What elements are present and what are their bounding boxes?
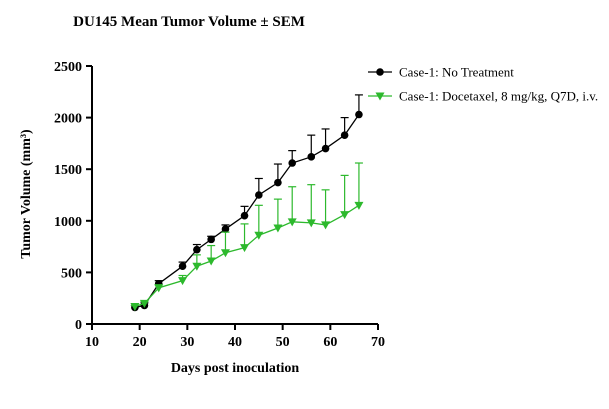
ticks: 10 20 30 40 50 60 70 0 500 1000 1500 2000 2500 — [54, 60, 385, 350]
data-point — [254, 231, 264, 240]
y-axis-title: Tumor Volume (mm³) — [19, 129, 34, 259]
data-point — [139, 299, 149, 308]
data-point — [240, 244, 250, 253]
legend-item: Case-1: Docetaxel, 8 mg/kg, Q7D, i.v. — [368, 89, 598, 104]
data-point — [178, 277, 188, 286]
data-point — [273, 224, 283, 233]
series-layer — [130, 94, 364, 312]
y-tick-label: 500 — [61, 266, 82, 281]
data-point — [340, 131, 349, 139]
data-point — [287, 218, 297, 227]
x-tick-label: 10 — [85, 335, 99, 350]
data-point — [307, 153, 316, 161]
series-2 — [130, 162, 364, 311]
data-point — [321, 144, 330, 153]
data-point — [306, 219, 316, 228]
data-point — [340, 211, 350, 220]
legend-label: Case-1: No Treatment — [399, 65, 514, 80]
data-point — [288, 159, 297, 167]
data-point — [255, 191, 263, 199]
x-tick-label: 20 — [133, 335, 147, 350]
data-point — [240, 211, 249, 220]
legend-item: Case-1: No Treatment — [368, 65, 514, 80]
data-point — [274, 178, 282, 187]
data-point — [207, 235, 215, 244]
x-tick-label: 30 — [180, 335, 194, 350]
legend: Case-1: No Treatment Case-1: Docetaxel, 8… — [368, 65, 598, 104]
data-point — [130, 302, 140, 311]
data-point — [178, 262, 187, 271]
chart-title: DU145 Mean Tumor Volume ± SEM — [73, 14, 305, 30]
y-tick-label: 1000 — [54, 215, 82, 230]
data-point — [193, 245, 201, 254]
data-point — [154, 284, 164, 293]
data-point — [221, 225, 230, 233]
y-tick-label: 0 — [75, 318, 82, 333]
x-axis-title: Days post inoculation — [171, 361, 300, 376]
x-tick-label: 50 — [276, 335, 290, 350]
x-tick-label: 70 — [371, 335, 385, 350]
legend-marker — [376, 68, 384, 76]
data-point — [354, 201, 364, 210]
legend-marker — [375, 92, 385, 101]
y-tick-label: 2500 — [54, 60, 82, 75]
x-tick-label: 40 — [228, 335, 242, 350]
data-point — [220, 249, 230, 258]
data-point — [321, 221, 331, 230]
data-point — [192, 262, 202, 271]
series-1 — [130, 94, 363, 312]
data-point — [206, 257, 216, 266]
x-tick-label: 60 — [323, 335, 337, 350]
y-tick-label: 2000 — [54, 112, 82, 127]
legend-label: Case-1: Docetaxel, 8 mg/kg, Q7D, i.v. — [399, 89, 598, 104]
data-point — [355, 110, 363, 119]
y-tick-label: 1500 — [54, 163, 82, 178]
axes — [91, 66, 378, 325]
